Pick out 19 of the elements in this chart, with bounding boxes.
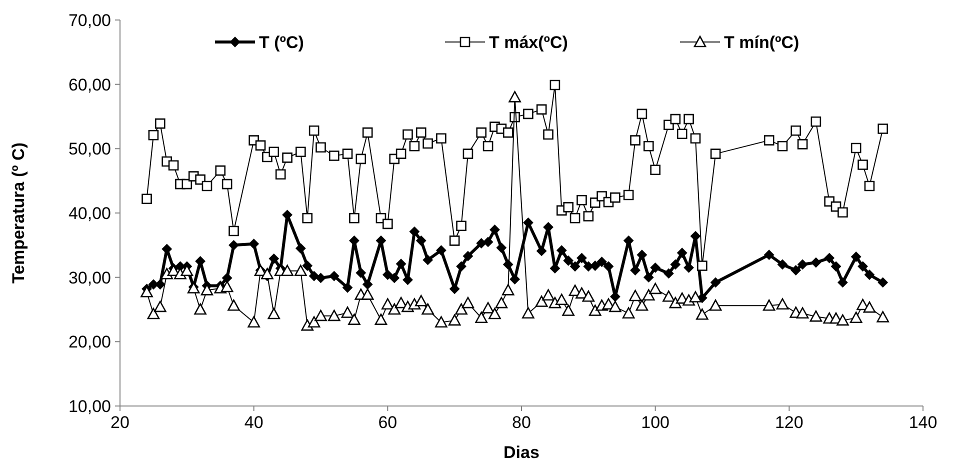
y-tick-label: 50,00 [68, 140, 111, 159]
y-tick-label: 30,00 [68, 268, 111, 288]
y-tick-label: 60,00 [68, 75, 111, 94]
y-tick-label: 70,00 [68, 10, 111, 30]
legend-label: T (ºC) [259, 32, 304, 52]
x-tick-label: 100 [641, 413, 670, 432]
x-tick-label: 20 [110, 413, 130, 432]
x-tick-label: 120 [774, 413, 804, 432]
y-tick-label: 20,00 [68, 332, 111, 352]
y-axis-title: Temperatura (º C) [9, 142, 28, 284]
x-tick-label: 140 [908, 413, 938, 432]
legend-label: T máx(ºC) [489, 32, 568, 52]
x-tick-label: 60 [378, 413, 398, 432]
y-tick-label: 40,00 [68, 204, 111, 223]
legend-label: T mín(ºC) [724, 32, 800, 52]
x-axis-title: Dias [504, 443, 540, 462]
x-tick-label: 80 [512, 413, 531, 432]
y-tick-label: 10,00 [68, 396, 111, 416]
x-tick-label: 40 [244, 413, 264, 432]
